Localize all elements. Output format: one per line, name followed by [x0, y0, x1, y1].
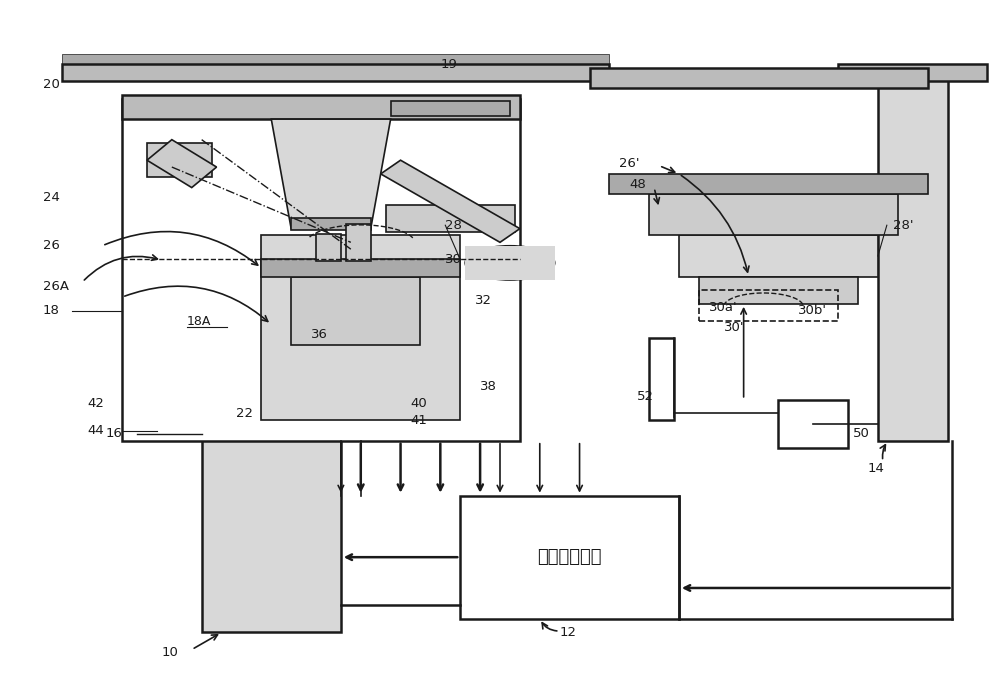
Bar	[122, 95, 520, 119]
Bar	[261, 259, 460, 277]
Bar	[291, 277, 420, 345]
Text: 30a': 30a'	[709, 301, 737, 314]
Text: 50: 50	[853, 428, 870, 440]
Bar	[346, 224, 371, 262]
Bar	[679, 235, 878, 277]
Text: 32: 32	[475, 294, 492, 307]
Bar	[838, 64, 987, 81]
Ellipse shape	[465, 246, 555, 280]
Bar	[147, 143, 212, 177]
Text: 18: 18	[43, 304, 59, 317]
Text: 运算控制装置: 运算控制装置	[537, 548, 602, 566]
Text: 52: 52	[637, 390, 654, 403]
Text: 26A: 26A	[43, 280, 69, 293]
Bar	[699, 277, 858, 304]
Bar	[679, 235, 878, 277]
Text: 18A: 18A	[187, 315, 211, 328]
Text: 16: 16	[105, 428, 122, 440]
Polygon shape	[271, 119, 391, 228]
Text: 36: 36	[311, 328, 328, 342]
Text: 12: 12	[560, 626, 577, 639]
Bar	[878, 78, 948, 441]
Bar	[778, 400, 848, 448]
Bar	[699, 290, 838, 321]
Polygon shape	[381, 160, 520, 242]
Text: 22: 22	[236, 407, 253, 420]
Text: 48: 48	[629, 177, 646, 190]
Bar	[291, 217, 371, 230]
Text: 41: 41	[411, 414, 427, 427]
Bar	[291, 277, 420, 345]
Polygon shape	[147, 139, 217, 188]
Bar	[122, 95, 520, 119]
Bar	[202, 235, 341, 633]
Bar	[261, 235, 460, 420]
Text: 10: 10	[162, 647, 179, 660]
Bar	[386, 205, 515, 232]
Bar	[386, 205, 515, 232]
Text: 40: 40	[411, 397, 427, 410]
Bar	[391, 101, 510, 116]
Bar	[649, 195, 898, 235]
Text: 28: 28	[445, 219, 462, 232]
Bar	[649, 338, 674, 420]
Bar	[316, 234, 341, 262]
Text: 44: 44	[87, 424, 104, 437]
Bar	[391, 101, 510, 116]
Bar	[147, 143, 212, 177]
Bar	[465, 246, 555, 280]
Bar	[62, 64, 609, 81]
Bar	[590, 68, 928, 88]
Text: 30b': 30b'	[798, 304, 827, 317]
Text: 19: 19	[440, 58, 457, 71]
Text: 24: 24	[43, 191, 59, 204]
Text: 42: 42	[87, 397, 104, 410]
Bar	[699, 277, 858, 304]
Text: 26: 26	[43, 239, 59, 253]
Bar	[590, 68, 928, 88]
Bar	[838, 64, 987, 81]
Bar	[261, 235, 460, 420]
Text: 38: 38	[480, 380, 497, 393]
Bar	[346, 224, 371, 262]
Text: 26': 26'	[619, 157, 640, 170]
Bar	[261, 259, 460, 277]
Text: 30: 30	[445, 253, 462, 266]
Bar	[460, 495, 679, 619]
Bar	[316, 234, 341, 262]
Bar	[202, 235, 341, 633]
Bar	[122, 99, 520, 441]
Text: 14: 14	[868, 462, 885, 475]
Text: 20: 20	[43, 79, 59, 91]
Text: 28': 28'	[893, 219, 913, 232]
Bar	[649, 195, 898, 235]
Bar	[62, 54, 609, 64]
Bar	[609, 174, 928, 195]
Text: 30': 30'	[724, 322, 744, 335]
Bar	[291, 217, 371, 230]
Bar	[62, 64, 609, 81]
Bar	[878, 78, 948, 441]
Bar	[465, 246, 555, 280]
